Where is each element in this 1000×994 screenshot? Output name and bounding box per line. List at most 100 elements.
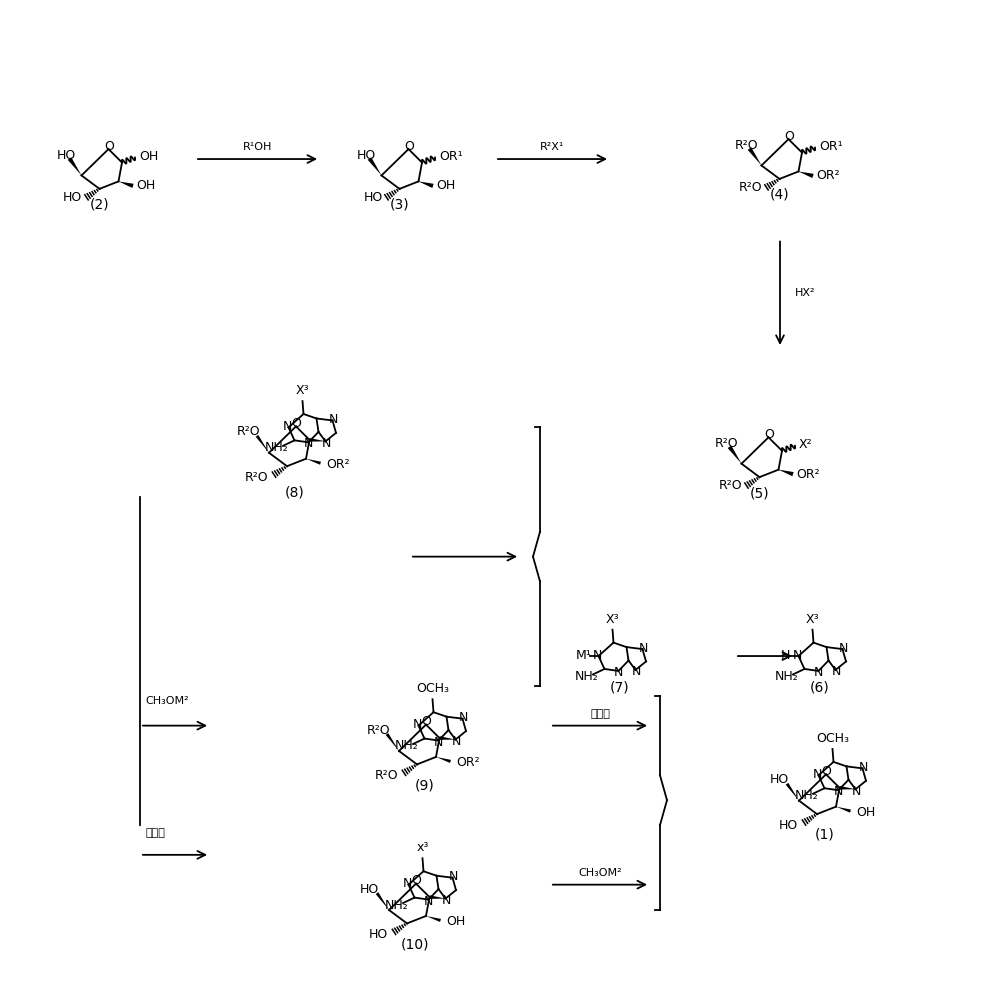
Text: N: N <box>614 666 623 679</box>
Text: (9): (9) <box>415 778 435 792</box>
Polygon shape <box>429 896 446 899</box>
Text: HO: HO <box>369 927 388 941</box>
Text: O: O <box>104 140 114 153</box>
Text: 脱保护: 脱保护 <box>590 709 610 719</box>
Polygon shape <box>778 470 794 476</box>
Polygon shape <box>728 445 742 463</box>
Text: (1): (1) <box>815 828 835 842</box>
Text: N: N <box>834 785 843 798</box>
Text: R²O: R²O <box>367 724 391 737</box>
Polygon shape <box>426 916 441 922</box>
Text: NH₂: NH₂ <box>395 740 419 752</box>
Text: HX²: HX² <box>795 288 816 298</box>
Text: X³: X³ <box>606 612 619 626</box>
Text: N: N <box>442 894 451 908</box>
Text: R²O: R²O <box>715 437 738 450</box>
Text: N: N <box>639 641 648 655</box>
Text: CH₃OM²: CH₃OM² <box>578 868 622 878</box>
Polygon shape <box>836 807 851 813</box>
Polygon shape <box>306 458 321 465</box>
Text: X³: X³ <box>806 612 819 626</box>
Text: OH: OH <box>136 179 156 193</box>
Text: N: N <box>793 648 802 662</box>
Text: OH: OH <box>856 805 875 819</box>
Text: M¹: M¹ <box>576 648 592 662</box>
Text: N: N <box>859 760 868 774</box>
Text: (7): (7) <box>610 681 630 695</box>
Polygon shape <box>256 435 269 453</box>
Text: (8): (8) <box>285 485 305 499</box>
Text: OR²: OR² <box>456 755 480 769</box>
Text: HO: HO <box>57 149 76 162</box>
Text: N: N <box>839 641 848 655</box>
Text: OCH₃: OCH₃ <box>816 732 849 746</box>
Text: N: N <box>852 784 861 798</box>
Text: N: N <box>322 436 331 450</box>
Text: 脱保护: 脱保护 <box>145 828 165 838</box>
Text: N: N <box>459 711 468 725</box>
Text: N: N <box>304 437 313 450</box>
Polygon shape <box>368 157 382 176</box>
Polygon shape <box>418 181 434 188</box>
Text: N: N <box>813 767 822 781</box>
Text: O: O <box>784 130 794 143</box>
Text: (6): (6) <box>810 681 830 695</box>
Text: CH₃OM²: CH₃OM² <box>145 696 189 706</box>
Text: R²O: R²O <box>244 470 268 484</box>
Text: N: N <box>452 735 461 748</box>
Text: N: N <box>449 870 458 884</box>
Polygon shape <box>748 147 762 165</box>
Text: N: N <box>832 665 841 679</box>
Polygon shape <box>119 181 134 188</box>
Text: X²: X² <box>799 438 813 451</box>
Text: OR¹: OR¹ <box>439 150 463 163</box>
Text: O: O <box>764 428 774 441</box>
Text: N: N <box>632 665 641 679</box>
Text: OH: OH <box>446 914 465 928</box>
Text: N: N <box>434 736 443 748</box>
Text: R²O: R²O <box>719 479 742 492</box>
Text: (2): (2) <box>90 198 110 212</box>
Text: X³: X³ <box>296 384 309 397</box>
Text: NH₂: NH₂ <box>575 670 599 683</box>
Text: (10): (10) <box>401 937 429 951</box>
Text: R²O: R²O <box>735 139 758 152</box>
Text: N: N <box>283 419 292 433</box>
Text: HO: HO <box>769 773 789 786</box>
Text: R²O: R²O <box>374 768 398 782</box>
Text: N: N <box>424 895 433 908</box>
Text: O: O <box>422 716 431 729</box>
Text: OR¹: OR¹ <box>819 140 843 153</box>
Polygon shape <box>439 737 456 740</box>
Text: O: O <box>292 417 301 430</box>
Text: HO: HO <box>779 818 798 832</box>
Text: OCH₃: OCH₃ <box>416 682 449 696</box>
Text: N: N <box>413 718 422 732</box>
Text: O: O <box>404 140 414 153</box>
Text: NH₂: NH₂ <box>775 670 799 683</box>
Text: OH: OH <box>139 150 158 163</box>
Text: O: O <box>822 765 831 778</box>
Text: NH₂: NH₂ <box>385 899 409 911</box>
Text: OR²: OR² <box>326 457 350 471</box>
Polygon shape <box>798 171 814 178</box>
Text: OR²: OR² <box>816 169 840 183</box>
Text: (3): (3) <box>390 198 410 212</box>
Text: R²O: R²O <box>237 425 261 438</box>
Text: R²O: R²O <box>739 181 763 194</box>
Text: OR²: OR² <box>796 467 820 481</box>
Text: R²X¹: R²X¹ <box>540 142 565 152</box>
Text: OH: OH <box>437 179 456 193</box>
Text: NH₂: NH₂ <box>265 441 289 454</box>
Text: NH₂: NH₂ <box>795 789 819 802</box>
Text: H: H <box>780 648 790 662</box>
Text: HO: HO <box>359 883 379 896</box>
Text: N: N <box>329 413 338 426</box>
Text: HO: HO <box>363 191 383 204</box>
Text: N: N <box>593 648 602 662</box>
Polygon shape <box>386 734 399 751</box>
Text: HO: HO <box>357 149 376 162</box>
Text: (4): (4) <box>770 188 790 202</box>
Text: N: N <box>814 666 823 679</box>
Text: (5): (5) <box>750 486 770 500</box>
